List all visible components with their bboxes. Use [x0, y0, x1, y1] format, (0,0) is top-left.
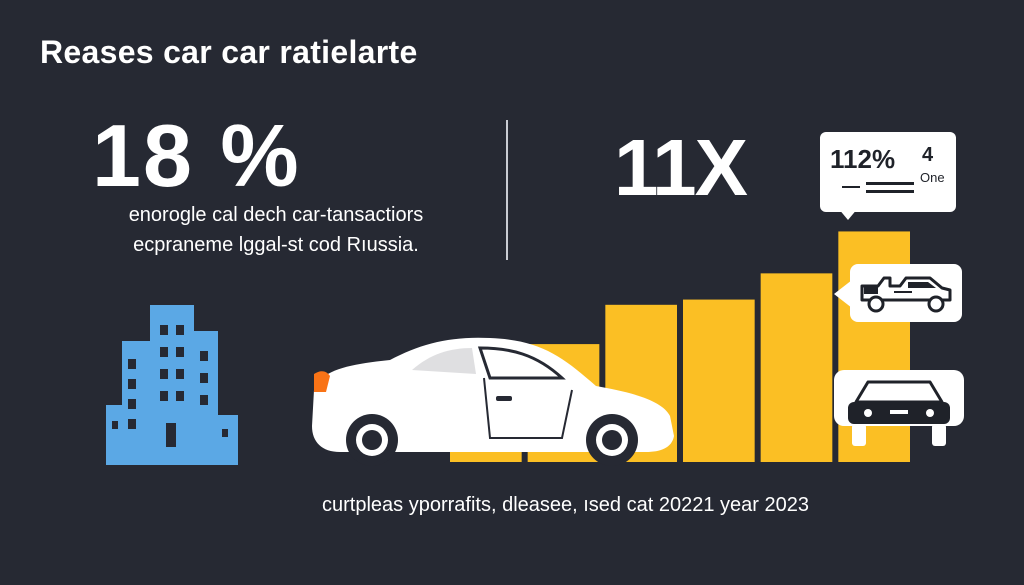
callout-dash [842, 186, 860, 188]
tow-truck-icon [860, 276, 952, 313]
stat-callout: 112% 4 One [820, 132, 956, 212]
page-title: Reases car car ratielarte [40, 34, 418, 70]
divider [506, 120, 508, 260]
callout-underline [866, 182, 914, 185]
callout-sub: One [920, 170, 945, 185]
callout-unit: 4 [922, 144, 934, 166]
callout-value: 112% [830, 144, 896, 174]
tag-tail [834, 280, 852, 308]
bar-5 [760, 273, 833, 462]
right-stat-value: 11X [614, 123, 748, 212]
callout-underline [866, 190, 914, 193]
description-line-1: enorogle cal dech car-tansactiors [128, 204, 424, 226]
description-line-2: ecpraneme lggal-st cod Rıussia. [133, 234, 419, 256]
footer-caption: curtpleas yporrafits, dleasee, ısed cat … [322, 494, 809, 516]
callout-tail [838, 208, 858, 220]
car-icon [312, 337, 674, 466]
car-front-icon [848, 380, 950, 446]
left-stat-value: 18 % [92, 106, 301, 205]
bar-4 [683, 299, 755, 462]
car-front-tag [834, 370, 964, 446]
office-building-icon [106, 305, 238, 465]
tow-truck-tag [850, 264, 962, 322]
left-stat-description: enorogle cal dech car-tansactiors ecpran… [86, 200, 466, 260]
